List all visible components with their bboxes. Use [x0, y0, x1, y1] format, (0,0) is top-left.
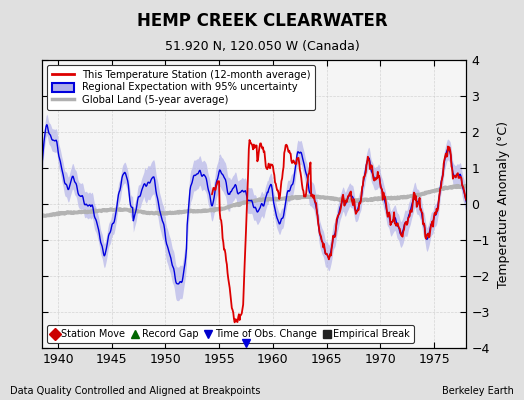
Text: 51.920 N, 120.050 W (Canada): 51.920 N, 120.050 W (Canada) — [165, 40, 359, 53]
Text: HEMP CREEK CLEARWATER: HEMP CREEK CLEARWATER — [137, 12, 387, 30]
Text: Berkeley Earth: Berkeley Earth — [442, 386, 514, 396]
Y-axis label: Temperature Anomaly (°C): Temperature Anomaly (°C) — [497, 120, 509, 288]
Text: Data Quality Controlled and Aligned at Breakpoints: Data Quality Controlled and Aligned at B… — [10, 386, 261, 396]
Legend: Station Move, Record Gap, Time of Obs. Change, Empirical Break: Station Move, Record Gap, Time of Obs. C… — [47, 325, 414, 343]
